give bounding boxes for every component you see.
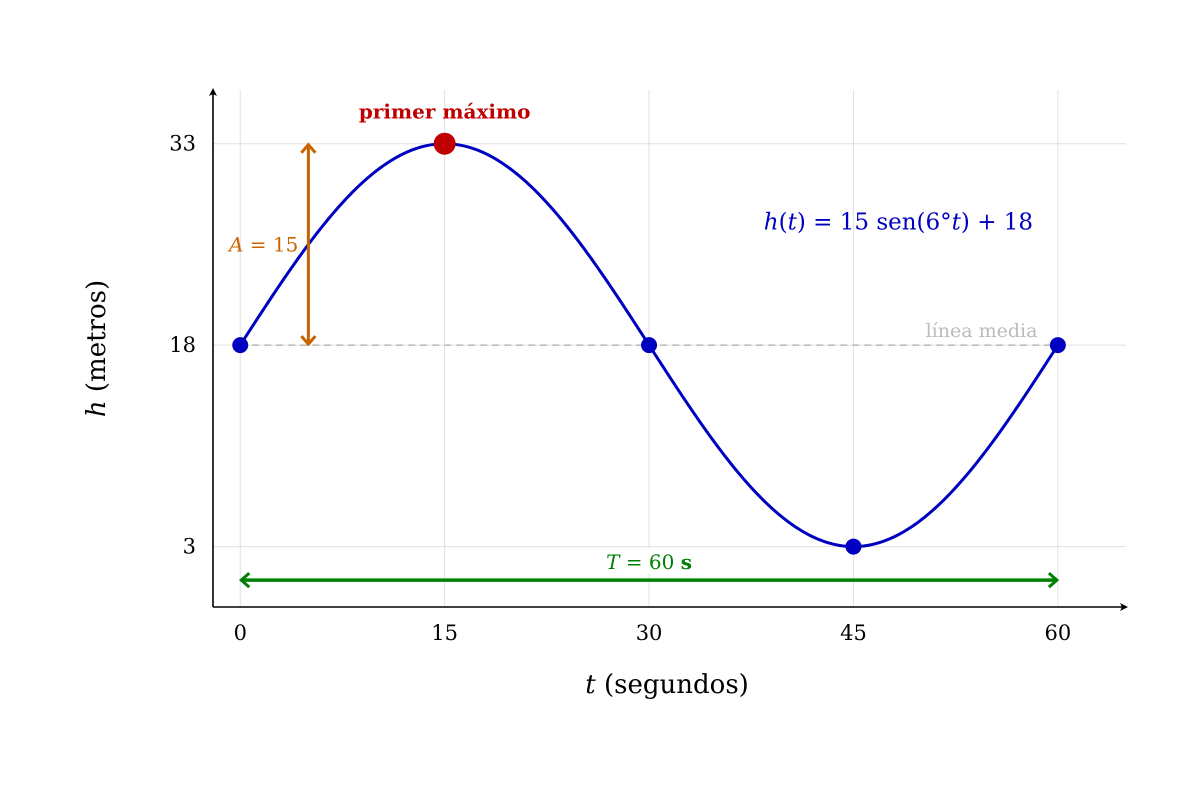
amplitude-label-variable: A (227, 232, 243, 256)
x-tick-label: 30 (636, 621, 663, 645)
data-point (232, 337, 249, 354)
y-ticks: 3 18 33 (169, 132, 196, 559)
data-points (232, 132, 1066, 555)
formula-t2: t (952, 210, 962, 236)
period-label: T = 60 s (606, 550, 692, 574)
formula-open: ( (779, 210, 788, 236)
x-tick-label: 0 (234, 621, 247, 645)
y-axis-label-variable: h (82, 400, 112, 417)
x-tick-label: 15 (431, 621, 458, 645)
period-label-background (597, 548, 702, 575)
x-tick-label: 60 (1044, 621, 1071, 645)
period-label-value: = 60 (619, 550, 680, 574)
max-label: primer máximo (359, 100, 531, 124)
data-point (641, 337, 658, 354)
formula-tail: ) + 18 (961, 210, 1033, 236)
period-label-variable: T (606, 550, 621, 574)
data-point (845, 538, 862, 555)
x-tick-label: 45 (840, 621, 867, 645)
formula-t: t (788, 210, 798, 236)
formula-close: ) (797, 210, 806, 236)
midline-label: línea media (926, 320, 1038, 342)
y-axis-label: h (metros) (82, 280, 112, 417)
amplitude-arrow (300, 142, 317, 347)
period-label-unit: s (681, 550, 692, 574)
period-arrow (238, 572, 1060, 589)
max-point (433, 132, 456, 155)
data-point (1049, 337, 1066, 354)
y-tick-label: 33 (169, 132, 196, 156)
amplitude-label: A = 15 (227, 232, 298, 256)
amplitude-arrow-head-bottom (300, 335, 317, 347)
x-ticks: 0 15 30 45 60 (234, 621, 1072, 645)
y-tick-label: 3 (183, 535, 196, 559)
x-axis-label-unit: (segundos) (596, 670, 749, 700)
formula-label: h(t) = 15 sen(6°t) + 18 (764, 210, 1033, 236)
y-axis-label-unit: (metros) (82, 280, 112, 400)
x-axis-label-variable: t (585, 670, 596, 700)
formula-h: h (764, 210, 779, 236)
x-axis-label: t (segundos) (585, 670, 749, 700)
formula-deg: ° (940, 210, 952, 236)
amplitude-arrow-head-top (300, 142, 317, 154)
period-arrow-head-right (1047, 572, 1060, 589)
formula-eq: = 15 sen(6 (806, 210, 940, 236)
grid (213, 90, 1126, 607)
amplitude-label-value: = 15 (243, 232, 298, 256)
period-arrow-head-left (238, 572, 251, 589)
y-tick-label: 18 (169, 333, 196, 357)
